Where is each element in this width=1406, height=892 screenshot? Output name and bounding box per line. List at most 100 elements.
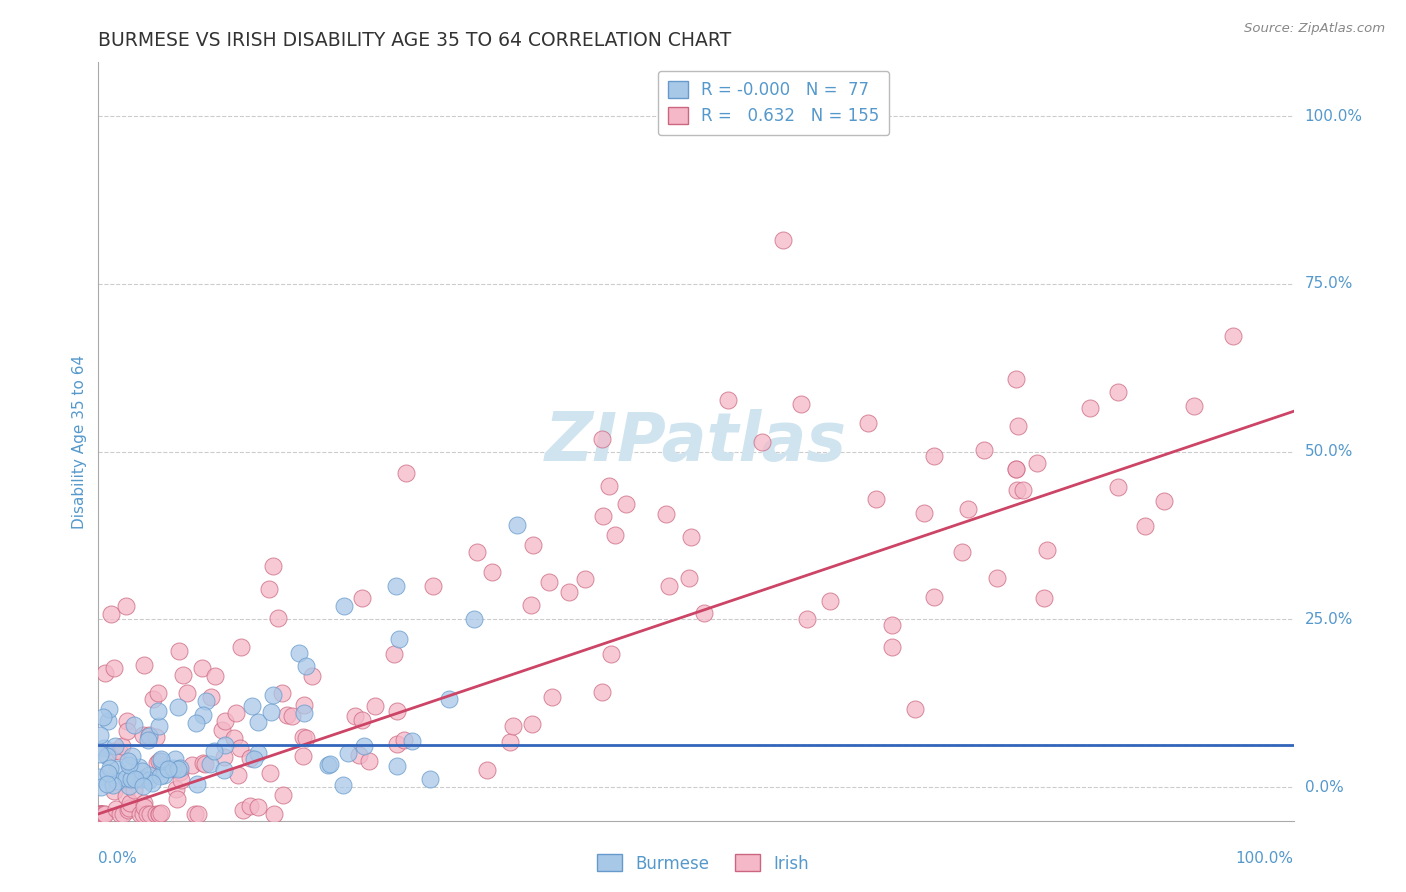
Point: [166, 792, 188, 806]
Point: [150, 805, 173, 820]
Point: [1007, 418, 1029, 433]
Point: [224, 731, 246, 745]
Point: [136, 733, 159, 747]
Point: [385, 704, 408, 718]
Point: [122, 718, 145, 732]
Point: [790, 397, 813, 411]
Point: [105, 762, 128, 776]
Text: 0.0%: 0.0%: [98, 851, 138, 866]
Point: [117, 755, 139, 769]
Point: [138, 729, 160, 743]
Point: [124, 772, 146, 786]
Point: [520, 717, 543, 731]
Point: [294, 706, 316, 720]
Point: [132, 796, 155, 810]
Point: [243, 752, 266, 766]
Point: [146, 686, 169, 700]
Point: [973, 443, 995, 458]
Point: [574, 572, 596, 586]
Point: [200, 690, 222, 705]
Point: [1078, 401, 1101, 415]
Point: [347, 748, 370, 763]
Point: [142, 692, 165, 706]
Point: [132, 728, 155, 742]
Point: [1036, 543, 1059, 558]
Point: [592, 508, 614, 523]
Point: [101, 778, 124, 792]
Point: [96, 777, 118, 791]
Point: [129, 806, 152, 821]
Point: [148, 719, 170, 733]
Point: [98, 761, 121, 775]
Point: [214, 714, 236, 729]
Point: [276, 708, 298, 723]
Point: [262, 559, 284, 574]
Text: 75.0%: 75.0%: [1305, 277, 1353, 292]
Point: [247, 715, 270, 730]
Point: [105, 774, 128, 789]
Point: [89, 728, 111, 742]
Point: [247, 746, 270, 760]
Point: [225, 706, 247, 720]
Point: [103, 784, 125, 798]
Point: [333, 599, 356, 613]
Point: [247, 800, 270, 814]
Point: [117, 779, 139, 793]
Point: [239, 750, 262, 764]
Point: [263, 806, 285, 821]
Point: [153, 762, 176, 776]
Point: [600, 647, 623, 661]
Point: [267, 611, 290, 625]
Point: [259, 582, 281, 596]
Point: [149, 754, 172, 768]
Point: [132, 806, 155, 821]
Point: [94, 665, 117, 680]
Point: [679, 530, 702, 544]
Point: [520, 598, 543, 612]
Point: [363, 698, 385, 713]
Point: [395, 466, 418, 480]
Point: [89, 806, 111, 821]
Point: [138, 729, 160, 743]
Point: [1222, 329, 1244, 343]
Point: [90, 806, 112, 821]
Point: [136, 806, 159, 821]
Point: [1107, 480, 1129, 494]
Point: [149, 769, 172, 783]
Point: [117, 803, 139, 817]
Point: [294, 731, 316, 745]
Point: [111, 739, 134, 754]
Point: [678, 571, 700, 585]
Point: [262, 688, 284, 702]
Point: [132, 779, 155, 793]
Point: [167, 644, 190, 658]
Point: [336, 746, 359, 760]
Point: [259, 765, 281, 780]
Point: [353, 739, 375, 753]
Point: [242, 699, 264, 714]
Point: [108, 744, 131, 758]
Point: [89, 806, 111, 821]
Point: [191, 708, 214, 723]
Point: [292, 730, 315, 744]
Point: [318, 756, 340, 771]
Point: [316, 757, 339, 772]
Point: [165, 781, 187, 796]
Text: 0.0%: 0.0%: [1305, 780, 1343, 795]
Point: [115, 789, 138, 803]
Point: [162, 761, 184, 775]
Point: [91, 806, 114, 821]
Point: [191, 756, 214, 770]
Point: [157, 762, 180, 776]
Point: [211, 723, 233, 738]
Point: [118, 797, 141, 811]
Point: [98, 702, 121, 716]
Text: 50.0%: 50.0%: [1305, 444, 1353, 459]
Point: [419, 772, 441, 786]
Point: [214, 764, 236, 778]
Point: [148, 806, 170, 821]
Point: [922, 590, 945, 604]
Point: [481, 566, 503, 580]
Point: [294, 659, 316, 673]
Point: [145, 806, 167, 821]
